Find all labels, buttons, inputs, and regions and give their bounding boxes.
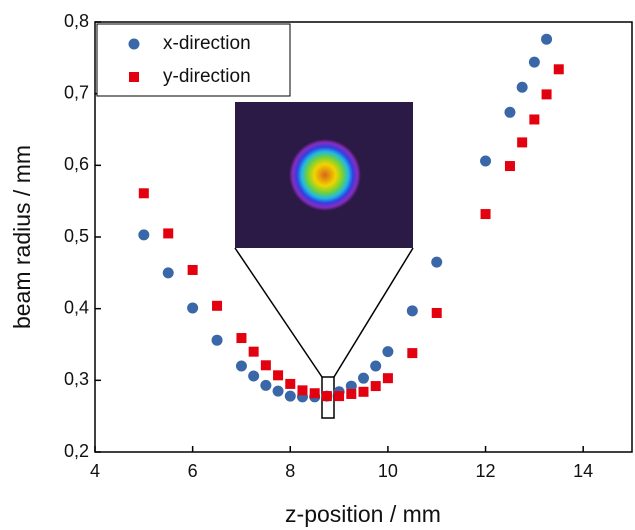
x-tick-label: 4 [90, 461, 100, 481]
data-point [321, 391, 332, 402]
x-tick-label: 12 [476, 461, 496, 481]
data-point [138, 188, 149, 199]
data-point [504, 161, 515, 172]
data-point [211, 334, 223, 346]
data-point [273, 370, 284, 381]
data-point [517, 137, 528, 148]
data-point [345, 380, 357, 392]
data-point [541, 89, 552, 100]
data-point [529, 114, 540, 125]
x-tick-label: 10 [378, 461, 398, 481]
data-point [358, 372, 369, 384]
data-point [370, 360, 382, 372]
data-point [480, 155, 492, 167]
legend-label: y-direction [163, 66, 251, 87]
data-point [431, 256, 443, 268]
y-tick-label: 0,8 [64, 11, 89, 31]
data-point [260, 379, 272, 391]
data-point [284, 390, 296, 402]
data-point [553, 64, 564, 75]
y-tick-label: 0,6 [64, 154, 89, 174]
data-point [516, 81, 528, 93]
data-point [235, 360, 247, 372]
data-point [260, 360, 271, 371]
data-point [407, 348, 418, 359]
y-axis-title: beam radius / mm [9, 145, 35, 329]
y-tick-label: 0,4 [64, 297, 89, 317]
data-point [541, 33, 553, 45]
data-point [528, 56, 540, 68]
y-tick-label: 0,5 [64, 226, 89, 246]
data-point [382, 346, 394, 358]
data-point [248, 370, 260, 382]
data-point [346, 388, 357, 399]
data-point [334, 391, 345, 402]
data-point [248, 346, 259, 357]
x-tick-label: 8 [285, 461, 295, 481]
data-point [504, 106, 516, 118]
x-tick-label: 14 [573, 461, 593, 481]
inset-image [234, 102, 414, 419]
data-point [480, 209, 491, 220]
data-point [187, 302, 199, 314]
y-tick-label: 0,7 [64, 82, 89, 102]
data-point [163, 228, 174, 239]
data-point [187, 264, 198, 275]
data-point [236, 333, 247, 344]
legend-marker [128, 38, 140, 50]
legend-label: x-direction [163, 33, 251, 54]
y-tick-label: 0,2 [64, 441, 89, 461]
data-point [285, 378, 296, 389]
data-point [382, 373, 393, 384]
data-point [309, 388, 320, 399]
data-point [297, 385, 308, 396]
data-point [431, 307, 442, 318]
y-tick-label: 0,3 [64, 369, 89, 389]
data-point [358, 386, 369, 397]
legend-marker [129, 72, 139, 82]
data-point [162, 267, 174, 279]
data-point [370, 381, 381, 392]
x-axis-title: z-position / mm [285, 501, 441, 527]
legend-box [96, 23, 291, 97]
data-point [272, 385, 284, 397]
data-point [212, 300, 223, 311]
x-tick-label: 6 [188, 461, 198, 481]
data-point [138, 229, 150, 241]
data-point [406, 305, 418, 317]
